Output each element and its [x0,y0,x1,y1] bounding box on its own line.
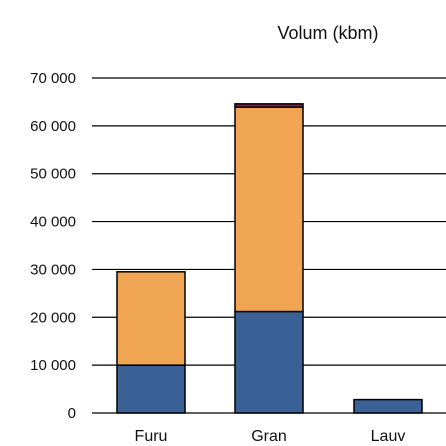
y-tick-label: 20 000 [30,309,76,326]
y-tick-label: 10 000 [30,357,76,374]
bar-segment-furu-2 [116,271,186,366]
bar-segment-lauv-1 [353,398,423,414]
x-tick-label-lauv: Lauv [371,428,406,445]
y-tick-label: 40 000 [30,214,76,231]
y-tick-label: 60 000 [30,118,76,135]
x-tick-label-gran: Gran [251,428,287,445]
y-tick-label: 70 000 [30,70,76,87]
x-tick-label-furu: Furu [135,428,168,445]
x-axis-ticks: Furu Gran Lauv [135,428,406,445]
bar-segment-furu-1 [116,364,186,414]
bar-segment-gran-1 [234,310,304,414]
bar-segment-gran-2 [234,106,304,313]
y-tick-label: 0 [68,405,76,422]
y-axis-ticks: 0 10 000 20 000 30 000 40 000 50 000 60 000 70 … [30,70,76,422]
bars [116,103,423,414]
bar-segment-gran-3 [234,103,304,108]
y-tick-label: 50 000 [30,166,76,183]
y-tick-label: 30 000 [30,261,76,278]
chart-title: Volum (kbm) [277,23,378,43]
